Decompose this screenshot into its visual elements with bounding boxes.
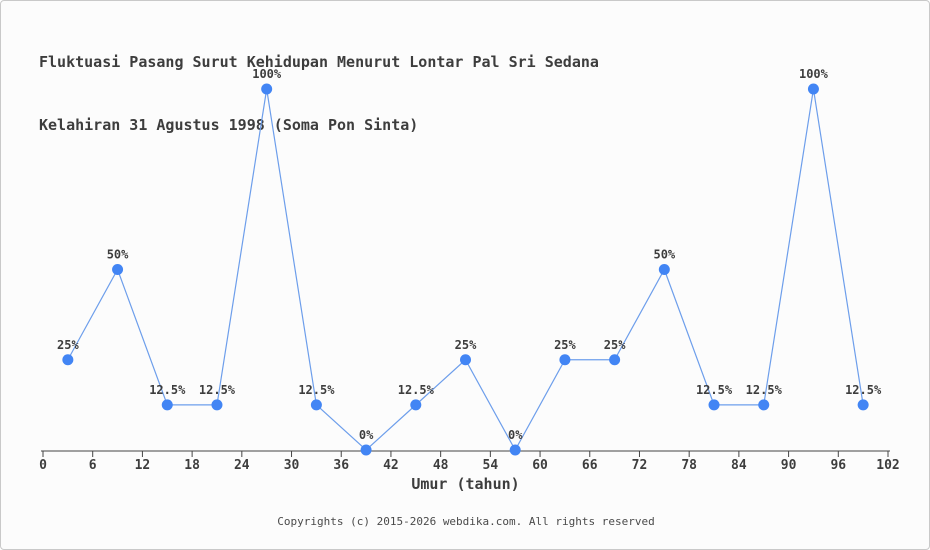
data-point[interactable] [360,444,372,456]
data-point[interactable] [211,399,223,411]
data-point[interactable] [758,399,770,411]
data-point[interactable] [410,399,422,411]
x-axis-title: Umur (tahun) [411,475,519,493]
x-tick-label: 78 [681,458,697,473]
data-point[interactable] [559,354,571,366]
data-point-label: 0% [359,428,374,442]
data-point[interactable] [161,399,173,411]
data-point-label: 50% [107,248,129,262]
x-tick-label: 66 [582,458,598,473]
data-point[interactable] [609,354,621,366]
x-tick-label: 84 [731,458,747,473]
x-tick-label: 24 [234,458,250,473]
chart-title-line1: Fluktuasi Pasang Surut Kehidupan Menurut… [39,53,599,71]
line-chart: 0 6 12 18 24 30 36 42 48 54 60 66 72 78 84 90 96 102 Umur … [39,67,900,493]
data-point-label: 12.5% [149,383,186,397]
data-point-label: 12.5% [696,383,733,397]
data-point-label: 12.5% [199,383,236,397]
data-point[interactable] [857,399,869,411]
data-point[interactable] [310,399,322,411]
x-tick-label: 42 [383,458,399,473]
data-point-label: 100% [799,67,829,81]
line-series [67,88,864,452]
data-point[interactable] [62,354,74,366]
data-point-label: 50% [653,248,675,262]
data-point-label: 25% [57,338,79,352]
data-point-label: 25% [455,338,477,352]
x-tick-label: 54 [483,458,499,473]
data-point-label: 12.5% [298,383,335,397]
chart-title-line2: Kelahiran 31 Agustus 1998 (Soma Pon Sint… [39,116,419,134]
copyright-text: Copyrights (c) 2015-2026 webdika.com. Al… [277,515,655,528]
data-point-label: 0% [508,428,523,442]
data-point[interactable] [509,444,521,456]
x-tick-label: 18 [184,458,200,473]
x-tick-label: 102 [876,458,899,473]
data-point-label: 25% [554,338,576,352]
data-point-label: 100% [252,67,282,81]
data-point[interactable] [112,264,124,275]
x-tick-label: 0 [39,458,47,473]
data-point[interactable] [460,354,471,366]
x-tick-label: 96 [830,458,846,473]
x-tick-label: 60 [532,458,548,473]
x-tick-label: 48 [433,458,449,473]
x-tick-label: 72 [632,458,648,473]
data-point[interactable] [708,399,720,411]
data-point[interactable] [658,264,670,275]
data-point-label: 12.5% [845,383,882,397]
x-tick-label: 36 [333,458,349,473]
data-point[interactable] [261,83,273,95]
chart-title: Fluktuasi Pasang Surut Kehidupan Menurut… [39,10,599,178]
data-point-label: 12.5% [398,383,435,397]
data-point-label: 25% [604,338,626,352]
x-tick-label: 90 [781,458,797,473]
x-tick-label: 6 [89,458,97,473]
data-point-label: 12.5% [746,383,783,397]
x-tick-label: 12 [135,458,151,473]
data-point[interactable] [807,83,819,95]
x-tick-label: 30 [284,458,300,473]
